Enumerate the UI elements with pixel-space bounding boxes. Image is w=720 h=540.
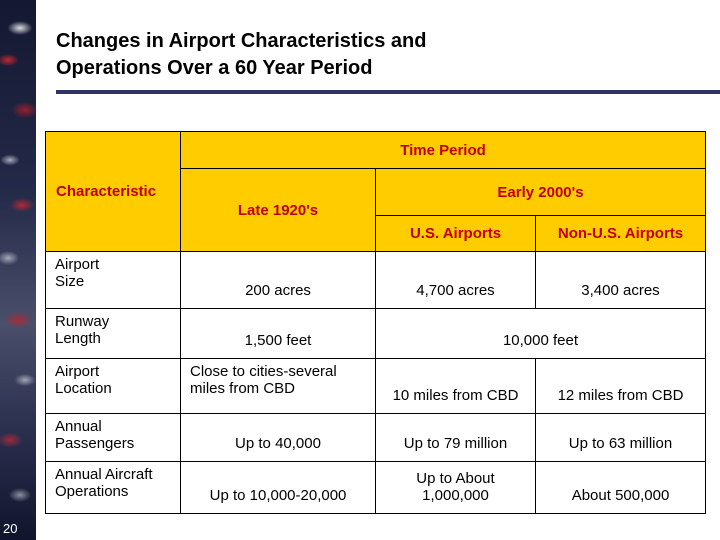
header-late-1920s: Late 1920's — [180, 168, 376, 252]
header-row-time-period: Characteristic Time Period — [45, 131, 706, 252]
row-label-airport-size: Airport Size — [45, 251, 181, 309]
title-underline — [56, 90, 720, 94]
cell-annual-passengers-us: Up to 79 million — [375, 413, 536, 462]
slide-content: Changes in Airport Characteristics and O… — [36, 0, 720, 540]
cell-airport-size-non-us: 3,400 acres — [535, 251, 706, 309]
airport-characteristics-table: Characteristic Time Period Late 1920's E… — [45, 131, 706, 514]
row-label-annual-passengers: Annual Passengers — [45, 413, 181, 462]
row-label-airport-location: Airport Location — [45, 358, 181, 414]
cell-annual-passengers-late-1920s: Up to 40,000 — [180, 413, 376, 462]
header-time-period: Time Period — [180, 131, 706, 169]
table-row-airport-size: Airport Size 200 acres 4,700 acres 3,400… — [45, 251, 706, 309]
row-label-runway-length: Runway Length — [45, 308, 181, 359]
header-non-us-airports: Non-U.S. Airports — [535, 215, 706, 252]
header-characteristic: Characteristic — [45, 131, 181, 252]
cell-airport-location-us: 10 miles from CBD — [375, 358, 536, 414]
cell-runway-length-early-2000s: 10,000 feet — [375, 308, 706, 359]
table-row-annual-aircraft-operations: Annual Aircraft Operations Up to 10,000-… — [45, 461, 706, 514]
cell-airport-location-non-us: 12 miles from CBD — [535, 358, 706, 414]
table-row-runway-length: Runway Length 1,500 feet 10,000 feet — [45, 308, 706, 359]
table-row-airport-location: Airport Location Close to cities-several… — [45, 358, 706, 414]
cell-airport-size-late-1920s: 200 acres — [180, 251, 376, 309]
slide-title-line-2: Operations Over a 60 Year Period — [56, 57, 373, 79]
cell-annual-aircraft-operations-non-us: About 500,000 — [535, 461, 706, 514]
traffic-photo-strip: 20 — [0, 0, 36, 540]
header-early-2000s: Early 2000's — [375, 168, 706, 216]
header-row-eras: Late 1920's Early 2000's — [46, 168, 706, 252]
table-row-annual-passengers: Annual Passengers Up to 40,000 Up to 79 … — [45, 413, 706, 462]
cell-annual-aircraft-operations-us: Up to About 1,000,000 — [375, 461, 536, 514]
cell-airport-location-late-1920s: Close to cities-several miles from CBD — [180, 358, 376, 414]
header-row-airport-types: U.S. Airports Non-U.S. Airports — [46, 215, 706, 252]
cell-runway-length-late-1920s: 1,500 feet — [180, 308, 376, 359]
page-number: 20 — [3, 521, 18, 536]
header-us-airports: U.S. Airports — [375, 215, 536, 252]
cell-airport-size-us: 4,700 acres — [375, 251, 536, 309]
slide-title: Changes in Airport Characteristics and O… — [56, 28, 700, 82]
row-label-annual-aircraft-operations: Annual Aircraft Operations — [45, 461, 181, 514]
cell-annual-aircraft-operations-late-1920s: Up to 10,000-20,000 — [180, 461, 376, 514]
cell-annual-passengers-non-us: Up to 63 million — [535, 413, 706, 462]
slide-title-line-1: Changes in Airport Characteristics and — [56, 30, 427, 52]
